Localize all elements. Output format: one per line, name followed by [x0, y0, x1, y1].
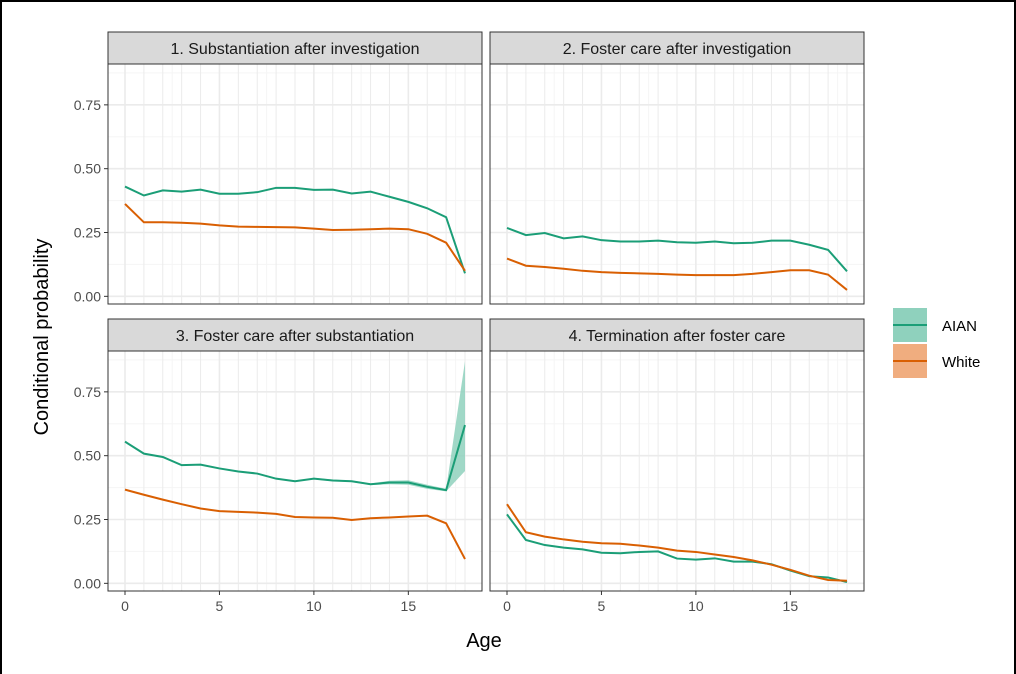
panel-title: 2. Foster care after investigation [563, 41, 792, 58]
panel-border [107, 350, 483, 592]
x-tick-label: 5 [216, 598, 224, 614]
series-line-aian [124, 185, 466, 274]
y-tick-label: 0.00 [74, 288, 101, 304]
panel-strip [107, 318, 483, 352]
panel-border [489, 63, 865, 305]
x-tick-label: 0 [503, 598, 511, 614]
panel-title: 1. Substantiation after investigation [170, 41, 419, 58]
panel-border [489, 350, 865, 592]
x-tick-label: 10 [688, 598, 704, 614]
x-tick-label: 5 [598, 598, 606, 614]
x-tick-label: 15 [401, 598, 417, 614]
x-tick-label: 10 [306, 598, 322, 614]
panel-1: 1. Substantiation after investigation 0.0… [74, 31, 483, 305]
series-line-white [506, 257, 848, 291]
y-tick-label: 0.25 [74, 225, 101, 241]
y-tick-label: 0.75 [74, 97, 101, 113]
panel-title: 4. Termination after foster care [569, 328, 786, 345]
series-line-white [124, 203, 466, 272]
legend-label-white: White [942, 354, 980, 371]
y-tick-label: 0.25 [74, 512, 101, 528]
panel-2: 2. Foster care after investigation [489, 31, 865, 305]
panel-4: 4. Termination after foster care 0 5 10 15 [489, 318, 865, 614]
series-line-aian [124, 424, 466, 492]
y-tick-label: 0.50 [74, 448, 101, 464]
y-axis-title: Conditional probability [31, 239, 53, 436]
legend: AIAN White [893, 308, 980, 378]
series-line-aian [506, 226, 848, 272]
series-line-white [124, 488, 466, 560]
x-axis-title: Age [466, 630, 502, 652]
y-tick-label: 0.50 [74, 161, 101, 177]
x-tick-label: 0 [121, 598, 129, 614]
panel-title: 3. Foster care after substantiation [176, 328, 414, 345]
panel-strip [489, 31, 865, 65]
panel-border [107, 63, 483, 305]
legend-label-aian: AIAN [942, 318, 977, 335]
series-line-white [506, 503, 848, 582]
x-tick-label: 15 [783, 598, 799, 614]
panel-3: 3. Foster care after substantiation 0.00 0… [74, 318, 483, 614]
y-tick-label: 0.00 [74, 575, 101, 591]
y-tick-label: 0.75 [74, 384, 101, 400]
